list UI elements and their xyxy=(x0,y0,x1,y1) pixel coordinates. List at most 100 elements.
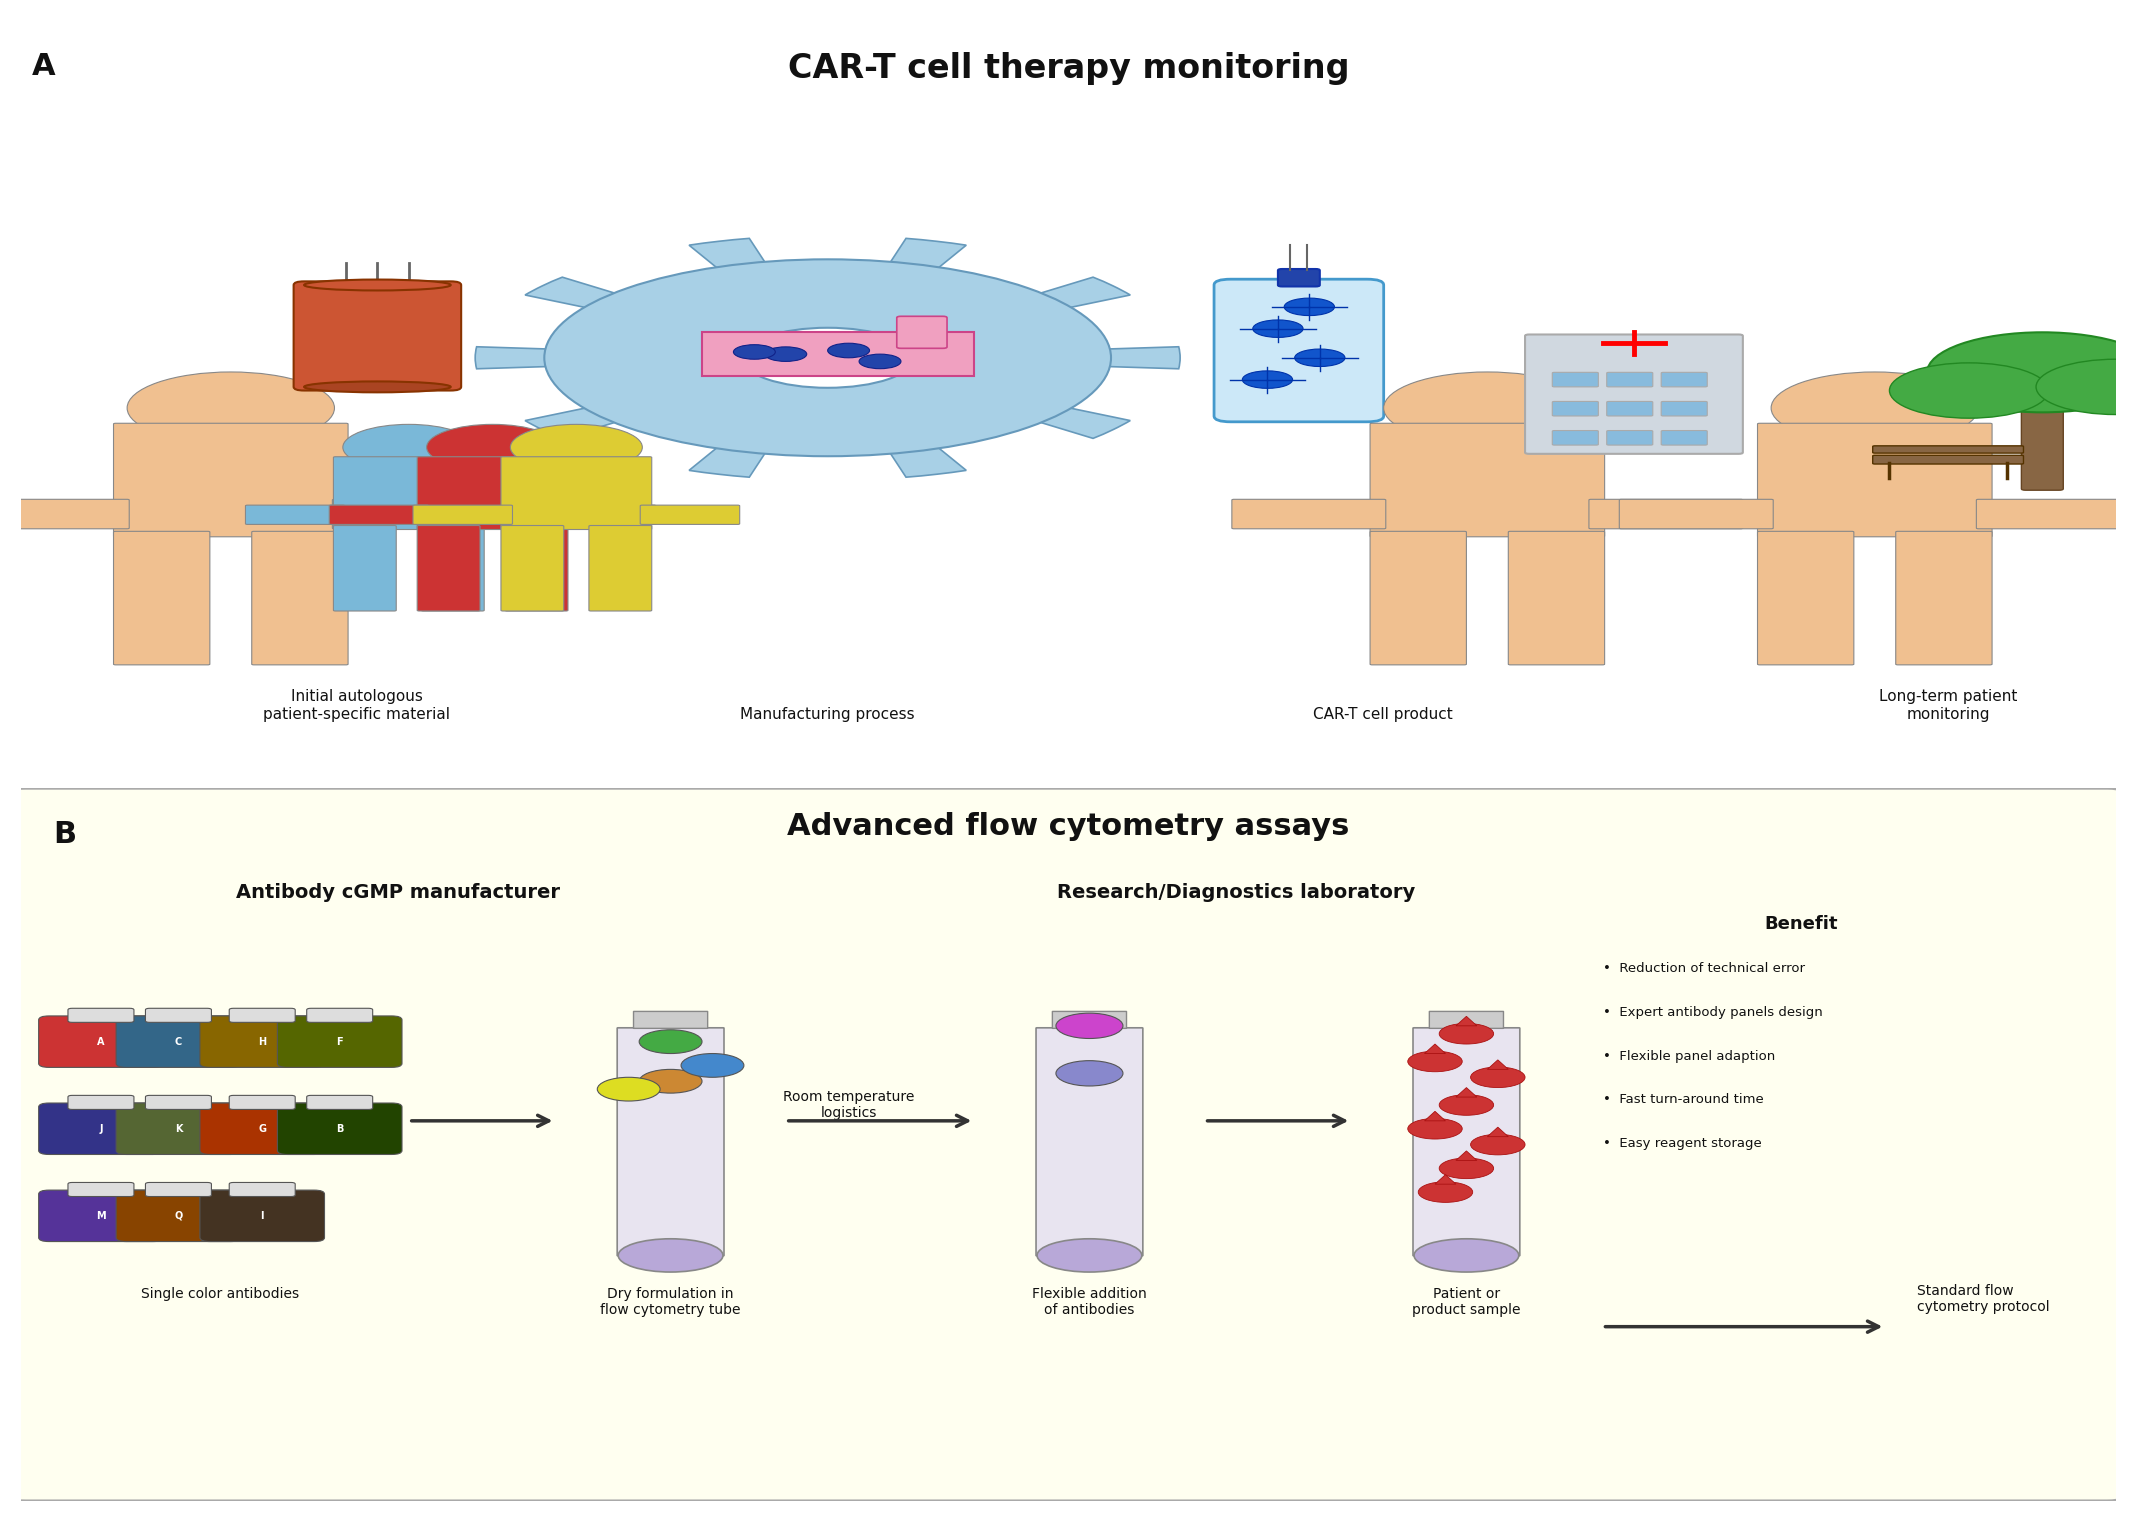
Polygon shape xyxy=(703,332,974,376)
Circle shape xyxy=(1772,371,1979,444)
FancyBboxPatch shape xyxy=(0,499,128,529)
FancyBboxPatch shape xyxy=(38,1104,162,1155)
Polygon shape xyxy=(1455,1087,1477,1098)
FancyBboxPatch shape xyxy=(1607,431,1652,446)
Wedge shape xyxy=(526,406,620,438)
FancyBboxPatch shape xyxy=(1214,279,1383,421)
FancyBboxPatch shape xyxy=(252,531,348,666)
Text: Research/Diagnostics laboratory: Research/Diagnostics laboratory xyxy=(1058,884,1415,902)
Text: CAR-T cell product: CAR-T cell product xyxy=(1312,706,1453,722)
FancyBboxPatch shape xyxy=(4,788,2128,1501)
FancyBboxPatch shape xyxy=(1607,402,1652,415)
Circle shape xyxy=(1242,371,1293,388)
FancyBboxPatch shape xyxy=(333,456,485,529)
FancyBboxPatch shape xyxy=(333,526,395,611)
Text: A: A xyxy=(32,52,56,82)
FancyBboxPatch shape xyxy=(115,1104,241,1155)
Circle shape xyxy=(1470,1134,1526,1155)
Text: Antibody cGMP manufacturer: Antibody cGMP manufacturer xyxy=(237,884,560,902)
FancyBboxPatch shape xyxy=(1607,373,1652,387)
Text: Q: Q xyxy=(175,1211,182,1220)
FancyBboxPatch shape xyxy=(115,1016,241,1067)
Circle shape xyxy=(742,327,915,388)
FancyBboxPatch shape xyxy=(500,456,652,529)
FancyBboxPatch shape xyxy=(145,1182,212,1196)
Circle shape xyxy=(639,1069,703,1093)
FancyBboxPatch shape xyxy=(1551,402,1598,415)
FancyBboxPatch shape xyxy=(412,505,513,525)
FancyBboxPatch shape xyxy=(618,1028,724,1255)
Wedge shape xyxy=(1036,406,1130,438)
Text: Long-term patient
monitoring: Long-term patient monitoring xyxy=(1878,690,2017,722)
FancyBboxPatch shape xyxy=(1660,373,1707,387)
Circle shape xyxy=(1470,1067,1526,1087)
FancyBboxPatch shape xyxy=(278,1104,402,1155)
FancyBboxPatch shape xyxy=(278,1016,402,1067)
Text: Flexible addition
of antibodies: Flexible addition of antibodies xyxy=(1032,1287,1148,1317)
Circle shape xyxy=(1889,362,2049,418)
Circle shape xyxy=(545,259,1111,456)
Circle shape xyxy=(1408,1119,1462,1139)
Circle shape xyxy=(427,424,558,470)
FancyBboxPatch shape xyxy=(1370,531,1466,666)
FancyBboxPatch shape xyxy=(1413,1028,1519,1255)
Polygon shape xyxy=(1455,1151,1477,1160)
Circle shape xyxy=(1438,1095,1494,1116)
FancyBboxPatch shape xyxy=(68,1182,135,1196)
FancyBboxPatch shape xyxy=(1430,1011,1504,1028)
Text: •  Easy reagent storage: • Easy reagent storage xyxy=(1603,1137,1761,1149)
Polygon shape xyxy=(1425,1045,1445,1054)
FancyBboxPatch shape xyxy=(1231,499,1385,529)
Text: A: A xyxy=(96,1037,105,1046)
FancyBboxPatch shape xyxy=(308,1008,372,1022)
Wedge shape xyxy=(1036,277,1130,309)
Circle shape xyxy=(2037,359,2137,414)
Circle shape xyxy=(1419,1182,1472,1202)
Circle shape xyxy=(598,1078,660,1101)
Wedge shape xyxy=(474,347,551,368)
FancyBboxPatch shape xyxy=(1590,499,1744,529)
Circle shape xyxy=(859,355,902,368)
FancyBboxPatch shape xyxy=(1872,446,2024,453)
Circle shape xyxy=(1252,320,1304,338)
FancyBboxPatch shape xyxy=(1660,431,1707,446)
Ellipse shape xyxy=(303,382,451,393)
Polygon shape xyxy=(1455,1016,1477,1026)
Wedge shape xyxy=(1103,347,1180,368)
FancyBboxPatch shape xyxy=(1757,423,1992,537)
FancyBboxPatch shape xyxy=(293,282,462,391)
Circle shape xyxy=(682,1054,744,1078)
Text: Dry formulation in
flow cytometry tube: Dry formulation in flow cytometry tube xyxy=(600,1287,742,1317)
FancyBboxPatch shape xyxy=(329,505,430,525)
Ellipse shape xyxy=(1415,1239,1519,1272)
Ellipse shape xyxy=(1036,1239,1141,1272)
Circle shape xyxy=(1383,371,1592,444)
FancyBboxPatch shape xyxy=(68,1008,135,1022)
Circle shape xyxy=(1928,332,2137,412)
Wedge shape xyxy=(889,238,966,270)
Circle shape xyxy=(1408,1051,1462,1072)
FancyBboxPatch shape xyxy=(246,505,344,525)
FancyBboxPatch shape xyxy=(1526,335,1744,453)
Circle shape xyxy=(342,424,474,470)
FancyBboxPatch shape xyxy=(333,499,487,529)
Circle shape xyxy=(827,343,870,358)
Text: H: H xyxy=(259,1037,267,1046)
FancyBboxPatch shape xyxy=(641,505,739,525)
FancyBboxPatch shape xyxy=(1051,1011,1126,1028)
FancyBboxPatch shape xyxy=(1757,531,1855,666)
Text: I: I xyxy=(261,1211,265,1220)
FancyBboxPatch shape xyxy=(145,1008,212,1022)
FancyBboxPatch shape xyxy=(633,1011,707,1028)
FancyBboxPatch shape xyxy=(421,526,485,611)
Text: G: G xyxy=(259,1123,267,1134)
FancyBboxPatch shape xyxy=(1620,499,1774,529)
FancyBboxPatch shape xyxy=(68,1096,135,1110)
Text: B: B xyxy=(336,1123,344,1134)
Circle shape xyxy=(1056,1013,1122,1038)
FancyBboxPatch shape xyxy=(1977,499,2131,529)
Wedge shape xyxy=(688,238,767,270)
FancyBboxPatch shape xyxy=(1872,455,2024,464)
FancyBboxPatch shape xyxy=(1370,423,1605,537)
Circle shape xyxy=(1056,1061,1122,1085)
